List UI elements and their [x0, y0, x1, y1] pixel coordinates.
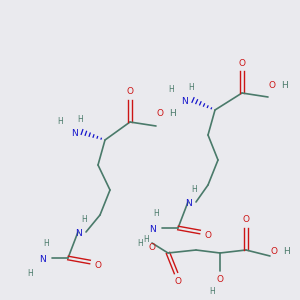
Text: H: H	[168, 85, 174, 94]
Text: H: H	[77, 116, 83, 124]
Text: H: H	[191, 185, 197, 194]
Text: H: H	[283, 248, 290, 256]
Text: N: N	[39, 256, 45, 265]
Text: N: N	[75, 230, 81, 238]
Text: N: N	[182, 98, 188, 106]
Text: O: O	[271, 248, 278, 256]
Text: O: O	[268, 80, 275, 89]
Text: H: H	[43, 239, 49, 248]
Text: O: O	[157, 110, 164, 118]
Text: H: H	[27, 269, 33, 278]
Text: O: O	[94, 262, 101, 271]
Text: N: N	[70, 130, 77, 139]
Text: H: H	[143, 235, 149, 244]
Text: H: H	[153, 209, 159, 218]
Text: O: O	[238, 58, 245, 68]
Text: H: H	[57, 118, 63, 127]
Text: H: H	[280, 80, 287, 89]
Text: H: H	[137, 239, 143, 248]
Text: O: O	[175, 277, 182, 286]
Text: H: H	[169, 110, 176, 118]
Text: O: O	[205, 232, 212, 241]
Text: O: O	[127, 88, 134, 97]
Text: O: O	[148, 242, 155, 251]
Text: H: H	[81, 215, 87, 224]
Text: O: O	[217, 274, 224, 284]
Text: N: N	[148, 226, 155, 235]
Text: O: O	[242, 215, 250, 224]
Text: H: H	[209, 286, 215, 296]
Text: N: N	[184, 200, 191, 208]
Text: H: H	[188, 83, 194, 92]
